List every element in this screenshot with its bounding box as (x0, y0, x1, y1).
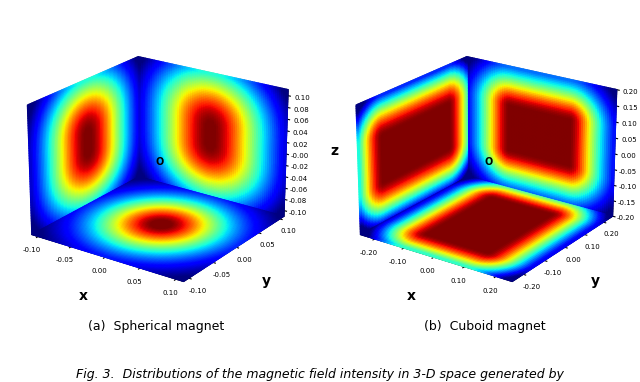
X-axis label: x: x (407, 289, 416, 303)
Title: (b)  Cuboid magnet: (b) Cuboid magnet (424, 320, 545, 333)
Y-axis label: y: y (591, 274, 600, 288)
Y-axis label: y: y (262, 274, 271, 288)
Title: (a)  Spherical magnet: (a) Spherical magnet (88, 320, 224, 333)
X-axis label: x: x (79, 289, 88, 303)
Text: Fig. 3.  Distributions of the magnetic field intensity in 3-D space generated by: Fig. 3. Distributions of the magnetic fi… (76, 368, 564, 381)
